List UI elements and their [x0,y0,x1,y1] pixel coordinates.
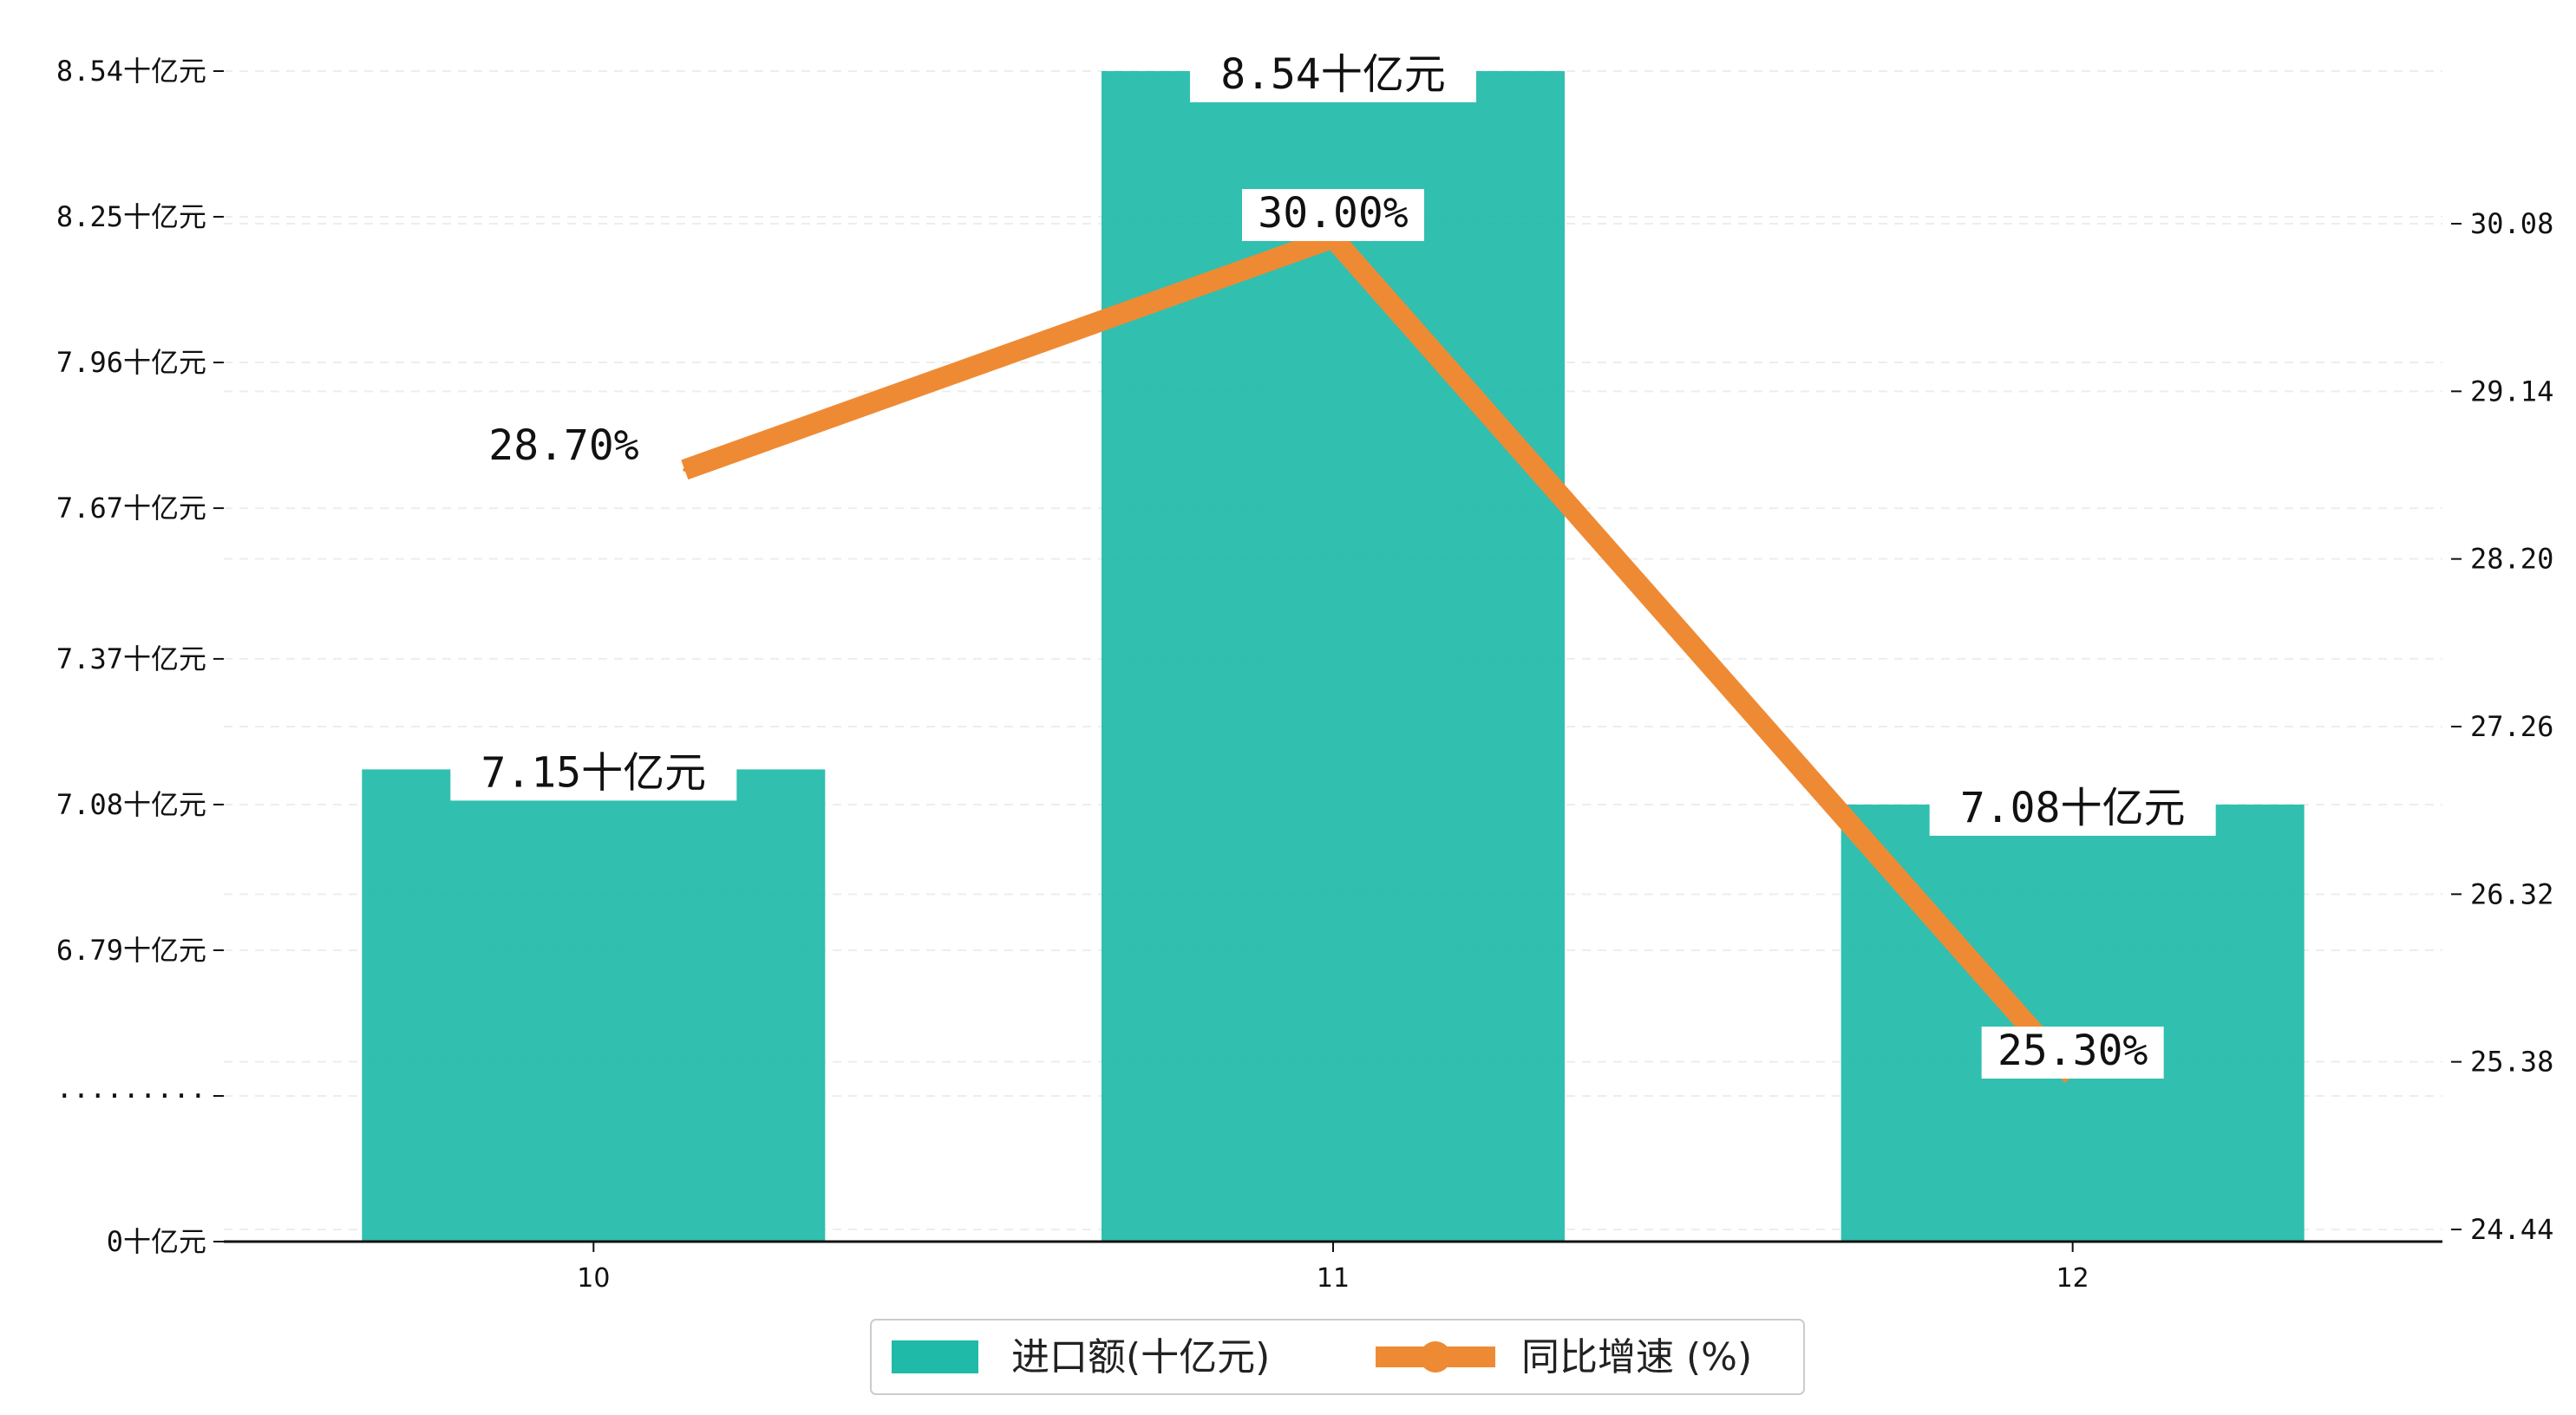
x-tick-label: 12 [2056,1263,2089,1294]
y-right-tick-label: 28.20 [2470,543,2553,576]
growth-value-label-10-bg [481,421,646,473]
bar-value-label-12-bg [1929,783,2216,836]
x-tick-label: 11 [1317,1263,1350,1294]
y-right-tick-label: 24.44 [2470,1213,2553,1246]
growth-value-label-10: 28.70% [481,421,646,473]
bar-10 [362,769,826,1242]
y-left-tick-label: 7.37十亿元 [56,642,206,675]
bar-series [362,71,2305,1242]
bar-11 [1102,71,1565,1242]
bar-value-label-10-bg [450,748,737,801]
bar-value-label-10-text: 7.15十亿元 [481,748,707,797]
bar-value-label-12-text: 7.08十亿元 [1960,784,2186,832]
y-left-tick-label: ········· [56,1079,206,1112]
y-right-tick-label: 25.38 [2470,1046,2553,1079]
bar-value-label-11-bg [1190,50,1476,102]
legend-swatch-bars [892,1340,978,1373]
growth-value-label-12: 25.30% [1981,1027,2164,1079]
bar-value-label-11: 8.54十亿元 [1190,50,1476,102]
legend-box [870,1319,1805,1395]
legend-label-bars: 进口额(十亿元) [1011,1335,1270,1379]
bar-value-label-12: 7.08十亿元 [1929,783,2216,836]
data-labels: 7.15十亿元 8.54十亿元 7.08十亿元 28.70% 30.00% 25.30% [450,50,2216,1079]
y-left-tick-label: 7.67十亿元 [56,492,206,525]
y-left-tick-label: 7.08十亿元 [56,788,206,821]
growth-value-label-11: 30.00% [1242,189,1424,241]
x-tick-label: 10 [577,1263,610,1294]
bar-value-label-10: 7.15十亿元 [450,748,737,801]
y-left-tick-label: 8.25十亿元 [56,200,206,233]
growth-value-label-11-bg [1242,189,1424,241]
legend-marker-line [1420,1341,1451,1373]
y-right-tick-label: 26.32 [2470,877,2553,910]
y-right-tick-label: 30.08 [2470,207,2553,240]
y-left-tick-label: 6.79十亿元 [56,934,206,967]
growth-point-10 [683,467,687,472]
y-left-tick-label: 8.54十亿元 [56,55,206,88]
y-left-tick-label: 0十亿元 [107,1225,206,1258]
bar-12 [1840,804,2305,1242]
legend-label-line: 同比增速 (%) [1521,1335,1752,1379]
bar-value-label-11-text: 8.54十亿元 [1220,50,1446,99]
growth-value-label-12-bg [1981,1027,2164,1079]
growth-value-label-11-text: 30.00% [1258,189,1408,238]
legend: 进口额(十亿元) 同比增速 (%) [870,1319,1805,1395]
axes: 0十亿元 ········· 6.79十亿元 7.08十亿元 7.37十亿元 7.67十亿… [56,55,2554,1294]
growth-value-label-12-text: 25.30% [1997,1027,2148,1075]
y-left-tick-label: 7.96十亿元 [56,346,206,379]
y-right-tick-label: 27.26 [2470,710,2553,743]
y-right-tick-label: 29.14 [2470,375,2553,408]
growth-value-label-10-text: 28.70% [488,421,638,470]
